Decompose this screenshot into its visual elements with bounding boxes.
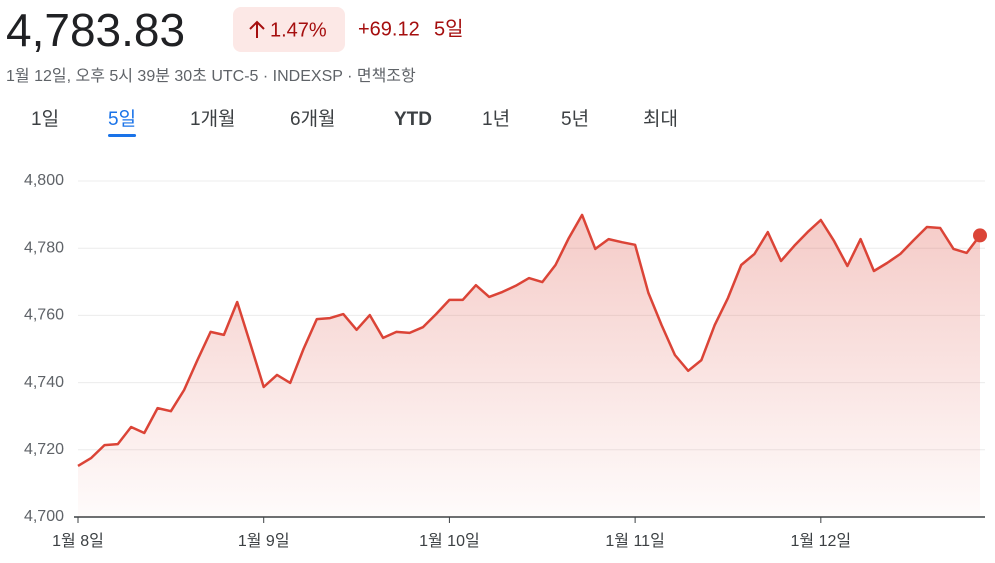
x-tick-label: 1월 10일	[419, 532, 480, 550]
tab[interactable]: 5일	[108, 108, 136, 130]
price: 4,783.83	[6, 4, 185, 56]
y-tick-label: 4,720	[24, 441, 64, 458]
tab[interactable]: YTD	[394, 109, 432, 130]
subtitle: 1월 12일, 오후 5시 39분 30초 UTC-5 · INDEXSP · …	[6, 67, 416, 85]
tab[interactable]: 1개월	[190, 108, 236, 130]
price-line	[77, 213, 981, 467]
y-tick-label: 4,780	[24, 239, 64, 256]
last-point	[973, 228, 987, 243]
x-tick-label: 1월 12일	[791, 532, 852, 550]
tabs: 1일 5일 1개월 6개월 YTD 1년 5년 최대	[31, 108, 678, 137]
tab[interactable]: 6개월	[290, 108, 336, 130]
x-tick-label: 1월 8일	[52, 532, 104, 550]
period: 5일	[434, 17, 464, 40]
y-tick-label: 4,760	[24, 307, 64, 324]
tab[interactable]: 1년	[482, 108, 510, 130]
y-tick-label: 4,800	[24, 172, 64, 189]
x-tick-label: 1월 11일	[605, 532, 664, 550]
tab[interactable]: 5년	[561, 108, 589, 130]
tab[interactable]: 최대	[643, 108, 678, 130]
y-tick-label: 4,700	[24, 508, 64, 525]
change-percent: 1.47%	[270, 19, 327, 41]
area-fill	[78, 214, 980, 517]
tab-underline	[108, 134, 137, 137]
y-tick-label: 4,740	[24, 374, 64, 391]
tab[interactable]: 1일	[31, 108, 59, 130]
change: +69.12	[358, 18, 420, 40]
x-tick-label: 1월 9일	[238, 532, 290, 550]
down-up-arrow	[249, 20, 265, 38]
change-badge	[233, 7, 345, 52]
chart: 4,700 4,720 4,740 4,760 4,780 4,800 1월 8일 1월 9일…	[24, 172, 987, 550]
